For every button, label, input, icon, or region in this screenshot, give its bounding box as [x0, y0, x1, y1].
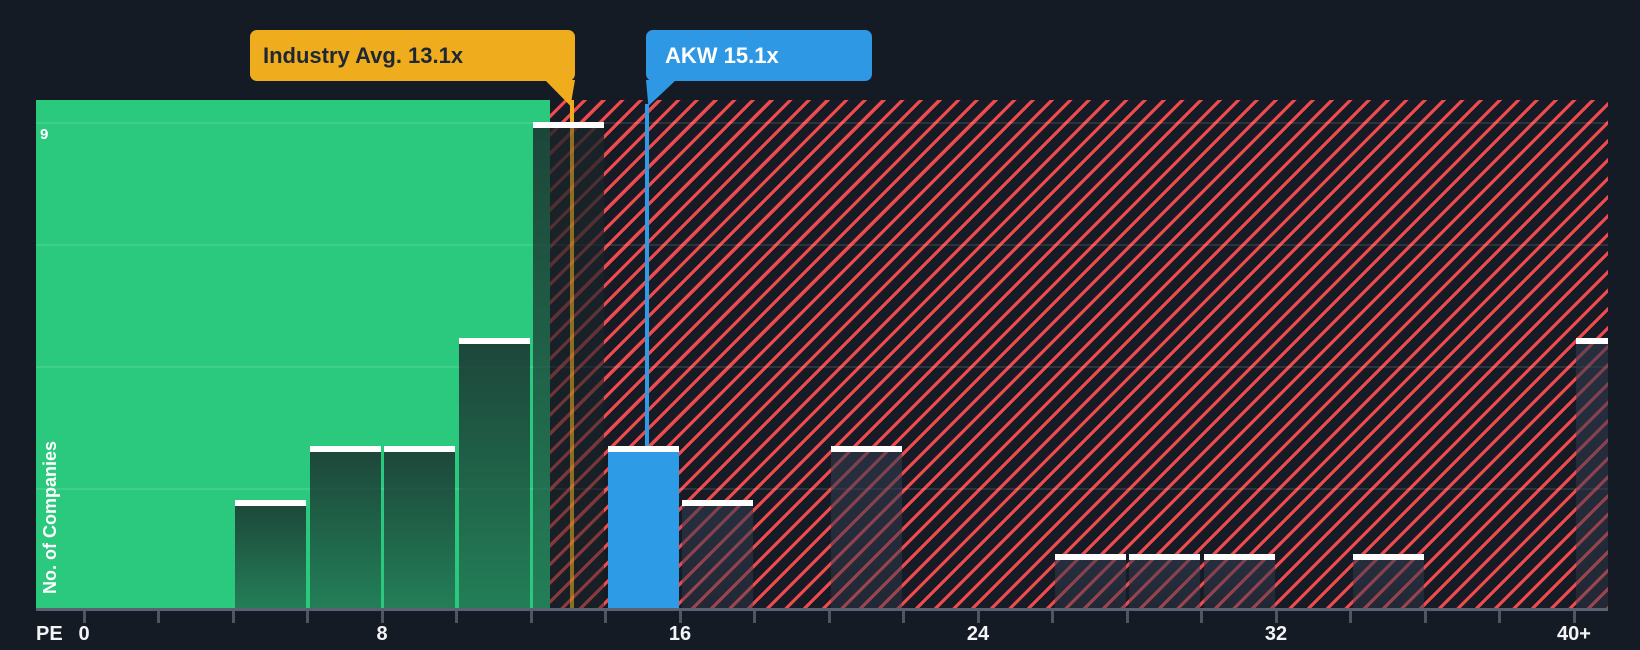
x-axis-tick [976, 611, 980, 623]
histogram-bar-pe-28[interactable] [1129, 554, 1200, 608]
gridline [36, 366, 1608, 368]
histogram-bar-pe-6[interactable] [309, 446, 381, 608]
bar-top-cap [1129, 554, 1200, 560]
gridline [36, 488, 1608, 490]
x-axis-tick [1572, 611, 1576, 623]
x-axis-label-24: 24 [966, 623, 990, 645]
histogram-bar-pe-14[interactable] [607, 446, 679, 608]
histogram-bar-pe-8[interactable] [384, 446, 455, 608]
histogram-bar-pe-40[interactable] [1576, 338, 1608, 608]
histogram-bar-pe-26[interactable] [1054, 554, 1126, 608]
company-callout-label: AKW 15.1x [665, 42, 779, 68]
x-axis-tick [306, 611, 309, 623]
histogram-bar-pe-16[interactable] [682, 500, 753, 608]
x-axis-tick [380, 611, 384, 623]
industry-avg-line-dim [570, 128, 574, 608]
x-axis-title: PE [36, 623, 63, 645]
x-axis-label-32: 32 [1264, 623, 1288, 645]
y-axis-title: No. of Companies [40, 440, 60, 594]
company-marker-line [645, 104, 649, 446]
x-axis-label-40+: 40+ [1557, 623, 1591, 645]
bar-top-cap [607, 446, 679, 452]
x-axis-tick [604, 611, 607, 623]
x-axis-tick [678, 611, 682, 623]
x-axis-tick [1200, 611, 1203, 623]
above-average-red-hatch-zone [550, 100, 1608, 608]
gridline [36, 122, 1608, 124]
x-axis-tick [231, 611, 235, 623]
bar-top-cap [682, 500, 753, 506]
x-axis-label-0: 0 [78, 623, 90, 645]
gridline [36, 244, 1608, 246]
x-axis-tick [1125, 611, 1129, 623]
x-axis-tick [753, 611, 756, 623]
x-axis-line [36, 608, 1608, 611]
industry-avg-callout[interactable]: Industry Avg. 13.1x [250, 30, 575, 81]
industry-avg-callout-label: Industry Avg. 13.1x [263, 42, 464, 68]
x-axis-tick [529, 611, 533, 623]
industry-avg-line [570, 100, 574, 122]
bar-top-cap [235, 500, 306, 506]
bar-top-cap [1352, 554, 1424, 560]
bar-top-cap [1203, 554, 1275, 560]
bar-top-cap [1054, 554, 1126, 560]
histogram-bar-pe-34[interactable] [1352, 554, 1424, 608]
bar-top-cap [384, 446, 455, 452]
bar-top-cap [831, 446, 902, 452]
x-axis-label-8: 8 [376, 623, 388, 645]
x-axis-tick [1423, 611, 1427, 623]
y-axis-max-label: 9 [40, 126, 49, 143]
x-axis-tick [82, 611, 86, 623]
x-axis-label-16: 16 [668, 623, 692, 645]
x-axis-tick [1051, 611, 1054, 623]
x-axis-tick [1349, 611, 1352, 623]
x-axis-tick [1498, 611, 1501, 623]
histogram-bar-pe-20[interactable] [831, 446, 902, 608]
company-callout[interactable]: AKW 15.1x [646, 30, 872, 81]
x-axis-tick [455, 611, 458, 623]
plot-area [36, 100, 1608, 608]
x-axis-tick [157, 611, 160, 623]
histogram-bar-pe-10[interactable] [458, 338, 530, 608]
histogram-bar-pe-4[interactable] [235, 500, 306, 608]
x-axis-tick [1274, 611, 1278, 623]
x-axis-tick [827, 611, 831, 623]
bar-top-cap [533, 122, 604, 128]
bar-top-cap [458, 338, 530, 344]
bar-top-cap [1576, 338, 1608, 344]
histogram-bar-pe-30[interactable] [1203, 554, 1275, 608]
bar-top-cap [309, 446, 381, 452]
histogram-bar-pe-12[interactable] [533, 122, 604, 608]
x-axis-tick [902, 611, 905, 623]
